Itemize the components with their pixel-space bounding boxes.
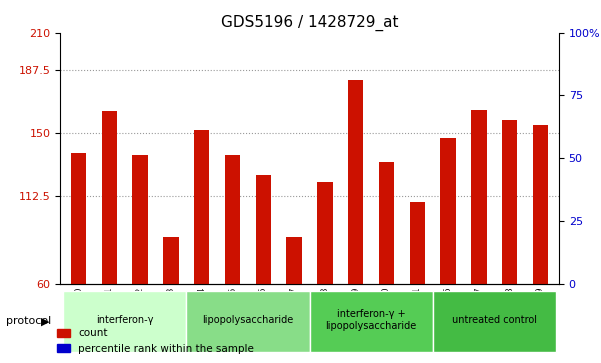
Bar xyxy=(255,175,271,284)
Bar xyxy=(71,153,87,284)
FancyBboxPatch shape xyxy=(310,291,433,352)
Title: GDS5196 / 1428729_at: GDS5196 / 1428729_at xyxy=(221,15,398,31)
FancyBboxPatch shape xyxy=(186,291,310,352)
Bar xyxy=(225,155,240,284)
Bar xyxy=(132,155,148,284)
Bar xyxy=(287,237,302,284)
Text: ▶: ▶ xyxy=(41,316,49,326)
Legend: count, percentile rank within the sample: count, percentile rank within the sample xyxy=(53,324,258,358)
Text: protocol: protocol xyxy=(6,316,51,326)
FancyBboxPatch shape xyxy=(433,291,556,352)
Text: untreated control: untreated control xyxy=(452,315,537,325)
Bar xyxy=(410,202,425,284)
Bar xyxy=(471,110,487,284)
Bar xyxy=(502,120,517,284)
Text: interferon-γ +
lipopolysaccharide: interferon-γ + lipopolysaccharide xyxy=(326,309,416,331)
Bar xyxy=(102,111,117,284)
Text: lipopolysaccharide: lipopolysaccharide xyxy=(203,315,293,325)
Bar xyxy=(163,237,178,284)
Bar xyxy=(379,162,394,284)
FancyBboxPatch shape xyxy=(63,291,186,352)
Bar xyxy=(348,79,364,284)
Bar xyxy=(194,130,209,284)
Bar xyxy=(317,182,332,284)
Bar xyxy=(441,138,456,284)
Text: interferon-γ: interferon-γ xyxy=(96,315,153,325)
Bar xyxy=(532,125,548,284)
